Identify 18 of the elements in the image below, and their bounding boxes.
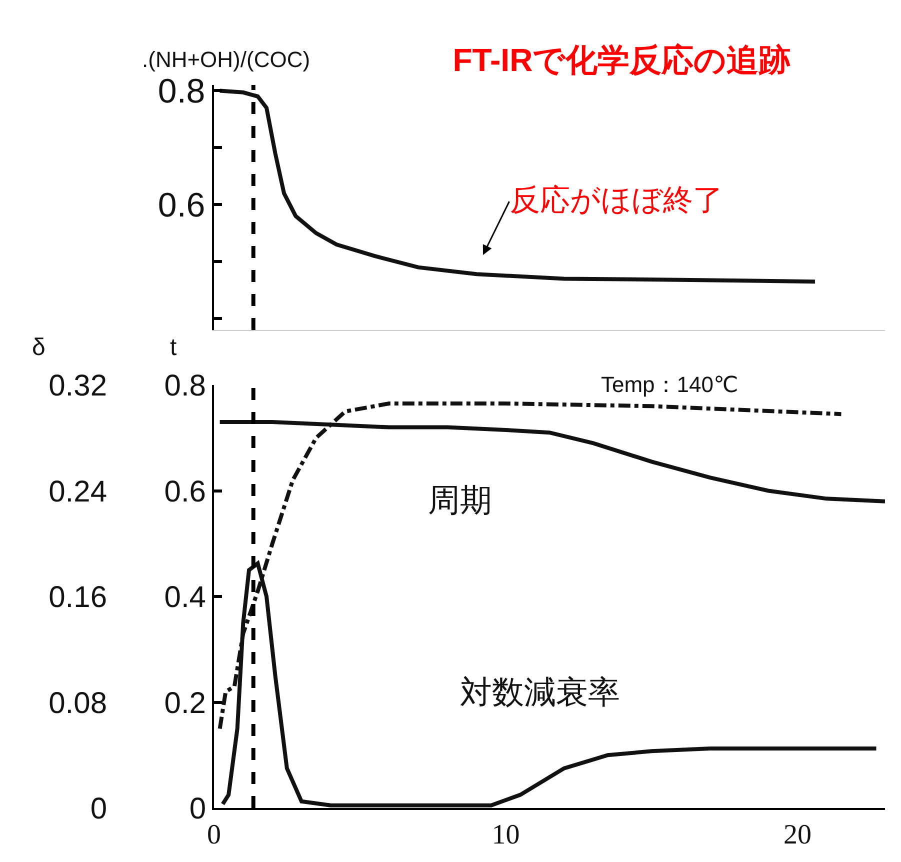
y2-tick-label: 0.2 — [164, 686, 206, 720]
x-tick-label: 20 — [783, 820, 812, 851]
x-tick-label: 10 — [492, 820, 520, 851]
annotation: 反応がほぼ終了 — [510, 184, 723, 217]
y-tick-label: 0.32 — [48, 370, 107, 402]
y-tick-label: 0.16 — [48, 581, 107, 614]
y-axis-title: δ — [32, 334, 46, 361]
y2-axis-title: t — [170, 334, 177, 361]
y-tick-label: 0.24 — [48, 475, 107, 508]
annotation: 対数減衰率 — [460, 674, 620, 710]
chart-title: FT-IRで化学反応の追跡 — [452, 42, 791, 78]
y-axis-title: .(NH+OH)/(COC) — [142, 47, 310, 72]
y-tick-label: 0 — [90, 792, 107, 826]
annotation: 周期 — [428, 482, 492, 518]
line-series — [218, 88, 817, 284]
y2-tick-label: 0.4 — [164, 581, 206, 614]
annotation: Temp：140℃ — [601, 372, 738, 397]
y-tick-label: 0.08 — [48, 686, 107, 720]
